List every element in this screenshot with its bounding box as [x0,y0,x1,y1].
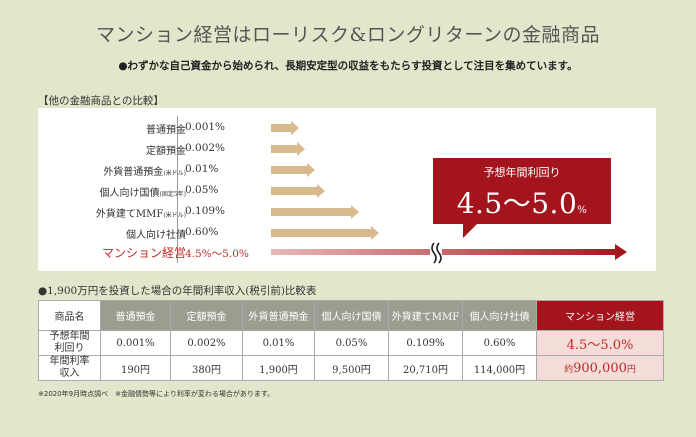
comparison-label: 【他の金融商品との比較】 [38,95,164,107]
product-name: 個人向け国債(固定5年) [99,188,187,199]
header-cell: 個人向け社債 [462,300,537,331]
table-cell: 0.60% [462,330,537,356]
callout-tail [463,224,477,238]
table-cell: 0.001% [100,330,171,356]
table-cell: 114,000円 [462,355,537,381]
rate-arrow [271,226,379,240]
table-cell: 0.05% [314,330,389,356]
product-name: 個人向け社債 [126,230,186,241]
table-cell: 0.109% [388,330,463,356]
comparison-row: 外貨普通預金(米ドル) 0.01% [38,160,656,180]
comparison-row-highlight: マンション経営 4.5%〜5.0% [38,242,656,264]
rate-arrow [271,163,315,177]
comparison-row: 外貨建てMMF(米ドル) 0.109% [38,202,656,222]
divider [177,116,178,263]
comparison-row: 個人向け社債 0.60% [38,223,656,243]
rate-arrow [271,121,299,135]
comparison-table: 商品名 普通預金 定額預金 外貨普通預金 個人向け国債 外貨建てMMF 個人向け… [38,300,664,381]
comparison-panel: 普通預金 0.001% 定額預金 0.002% 外貨普通預金(米ドル) 0.01… [38,108,656,271]
rate-arrow [271,184,325,198]
page-subtitle: ●わずかな自己資金から始められ、長期安定型の収益をもたらす投資として注目を集めて… [118,60,578,72]
header-cell: 外貨普通預金 [242,300,315,331]
table-cell: 20,710円 [388,355,463,381]
table-cell: 0.002% [170,330,243,356]
header-cell: 外貨建てMMF [388,300,463,331]
product-rate: 0.60% [185,226,219,238]
product-name: 外貨普通預金(米ドル) [103,167,186,178]
header-cell: 個人向け国債 [314,300,389,331]
callout-value: 4.5〜5.0% [456,187,588,220]
long-rate-arrow [271,242,627,264]
table-cell: 380円 [170,355,243,381]
product-rate: 0.05% [185,184,219,196]
page-title: マンション経営はローリスク&ロングリターンの金融商品 [96,24,600,46]
table-cell: 1,900円 [242,355,315,381]
product-name: マンション経営 [101,246,186,260]
product-name: 定額預金 [146,146,186,157]
comparison-row: 定額預金 0.002% [38,139,656,159]
table-cell: 9,500円 [314,355,389,381]
footnote: ※2020年9月時点調べ ※金融情勢等により利率が変わる場合があります。 [38,390,275,398]
product-name: 外貨建てMMF(米ドル) [95,209,186,220]
table-row: 予想年間 利回り 0.001% 0.002% 0.01% 0.05% 0.109%… [38,330,664,356]
product-rate: 0.002% [185,142,226,154]
header-cell-highlight: マンション経営 [536,300,664,331]
table-label: ●1,900万円を投資した場合の年間利率収入(税引前)比較表 [38,285,317,297]
break-mark [430,242,442,264]
table-cell: 190円 [100,355,171,381]
table-header-row: 商品名 普通預金 定額預金 外貨普通預金 個人向け国債 外貨建てMMF 個人向け… [38,300,664,331]
header-cell: 普通預金 [100,300,171,331]
table-cell: 0.01% [242,330,315,356]
row-label: 予想年間 利回り [38,330,101,356]
product-rate: 0.001% [185,121,226,133]
rate-arrow [271,205,359,219]
product-name: 普通預金 [146,125,186,136]
product-rate: 4.5%〜5.0% [185,248,249,260]
callout-label: 予想年間利回り [483,166,561,179]
header-cell: 商品名 [38,300,101,331]
product-rate: 0.109% [185,205,226,217]
comparison-row: 個人向け国債(固定5年) 0.05% [38,181,656,201]
yield-callout: 予想年間利回り 4.5〜5.0% [433,158,611,238]
product-rate: 0.01% [185,163,219,175]
table-cell-highlight: 約900,000円 [536,355,664,381]
header-cell: 定額預金 [170,300,243,331]
comparison-row: 普通預金 0.001% [38,118,656,138]
rate-arrow [271,142,305,156]
table-row: 年間利率 収入 190円 380円 1,900円 9,500円 20,710円 1… [38,355,664,381]
table-cell-highlight: 4.5〜5.0% [536,330,664,356]
row-label: 年間利率 収入 [38,355,101,381]
